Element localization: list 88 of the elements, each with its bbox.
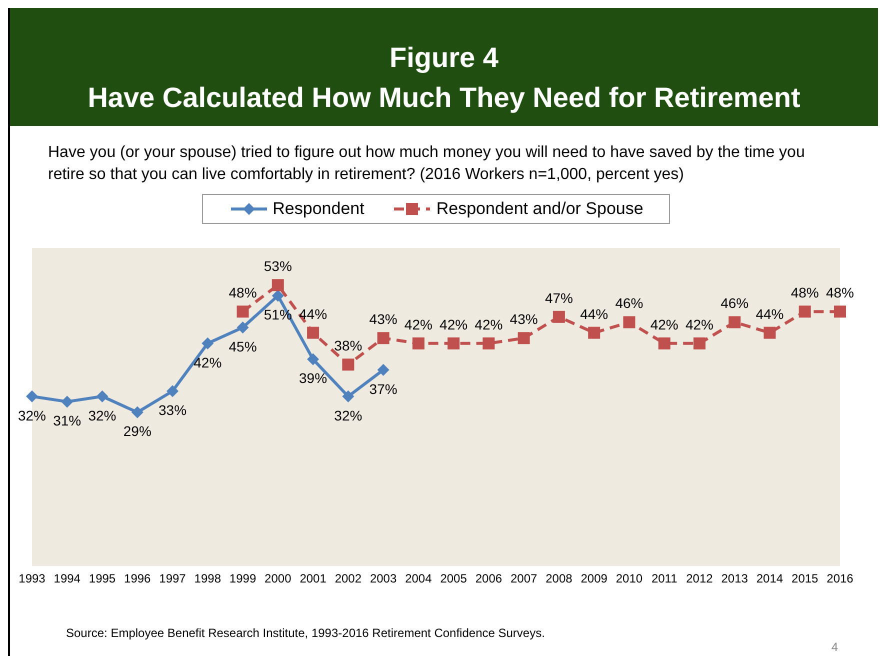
point	[448, 337, 460, 350]
data-label: 46%	[720, 295, 749, 312]
x-tick-label: 1997	[159, 572, 186, 586]
point	[26, 390, 38, 402]
point	[61, 396, 74, 408]
data-label: 48%	[826, 284, 854, 301]
x-tick-label: 2007	[510, 572, 538, 586]
data-label: 31%	[53, 412, 82, 429]
source-note: Source: Employee Benefit Research Institute, 1993-2016 Retirement Confidence Surveys.	[66, 626, 545, 640]
point	[272, 290, 284, 302]
data-label: 32%	[18, 407, 46, 424]
point	[588, 326, 600, 339]
x-tick-label: 2015	[792, 572, 819, 586]
point	[412, 337, 424, 350]
x-tick-label: 2010	[616, 572, 643, 586]
data-label: 32%	[88, 407, 116, 424]
data-label: 44%	[756, 306, 784, 322]
data-label: 44%	[299, 306, 328, 322]
x-tick-label: 2001	[300, 572, 327, 586]
point	[623, 316, 636, 328]
x-tick-label: 2009	[580, 572, 608, 586]
point	[307, 326, 320, 339]
point	[377, 332, 390, 344]
data-label: 33%	[158, 402, 187, 418]
point	[728, 316, 741, 328]
data-label: 46%	[615, 295, 644, 312]
data-label: 43%	[369, 311, 398, 328]
x-tick-label: 2004	[405, 572, 432, 586]
text: Have you (or your spouse) tried to figure out how much money you will need to have saved by the time you retire so that you can live comfortably in retirement? (2016 Workers n=1,000, percent yes)	[47, 143, 806, 185]
x-tick-label: 2013	[721, 572, 748, 586]
chart-title: Figure 4	[388, 41, 500, 75]
x-tick-label: 2005	[440, 572, 468, 586]
data-label: 42%	[650, 316, 678, 332]
point	[96, 390, 108, 402]
point	[166, 385, 179, 398]
legend-label: Respondent and/or Spouse	[435, 199, 644, 219]
x-tick-label: 1999	[229, 572, 256, 586]
point	[342, 390, 354, 402]
x-tick-label: 2000	[264, 572, 292, 586]
x-tick-label: 2014	[756, 572, 784, 586]
point	[272, 279, 284, 292]
point	[693, 337, 706, 350]
point	[342, 358, 354, 371]
x-tick-label: 2016	[826, 572, 854, 586]
data-label: 48%	[790, 284, 819, 301]
point	[377, 364, 390, 376]
point	[482, 337, 495, 350]
point	[202, 337, 214, 350]
point	[552, 310, 565, 323]
data-label: 39%	[299, 370, 328, 386]
x-tick-label: 1994	[54, 572, 81, 586]
x-tick-label: 2012	[686, 572, 714, 586]
data-label: 32%	[334, 407, 362, 424]
point	[658, 337, 670, 350]
data-label: 48%	[228, 284, 257, 301]
data-label: 42%	[474, 316, 503, 332]
x-tick-label: 1993	[18, 572, 46, 586]
legend-label: Respondent	[272, 199, 364, 219]
point	[236, 322, 249, 334]
data-label: 42%	[685, 316, 714, 332]
x-tick-label: 2008	[546, 572, 573, 586]
data-label: 45%	[228, 338, 257, 354]
point	[307, 353, 320, 366]
x-tick-label: 1995	[88, 572, 116, 586]
x-tick-label: 2011	[651, 572, 678, 586]
x-tick-label: 2006	[475, 572, 502, 586]
data-label: 44%	[580, 306, 608, 322]
chart-subtitle: Have Calculated How Much They Need for Retirement	[86, 81, 802, 115]
point	[764, 326, 776, 339]
data-label: 42%	[194, 354, 222, 370]
data-label: 42%	[440, 316, 468, 332]
data-label: 37%	[369, 380, 398, 397]
data-label: 42%	[404, 316, 432, 332]
x-tick-label: 1996	[124, 572, 152, 586]
x-tick-label: 2003	[370, 572, 397, 586]
point	[518, 332, 530, 344]
point	[236, 306, 249, 318]
data-label: 38%	[334, 338, 362, 354]
x-tick-label: 1998	[194, 572, 222, 586]
point	[131, 406, 144, 418]
point	[834, 306, 846, 318]
text: 4	[831, 640, 838, 654]
x-tick-label: 2002	[334, 572, 362, 586]
data-label: 53%	[264, 258, 292, 274]
data-label: 29%	[123, 423, 152, 440]
point	[798, 306, 811, 318]
data-label: 43%	[510, 311, 538, 328]
data-label: 47%	[544, 290, 573, 306]
